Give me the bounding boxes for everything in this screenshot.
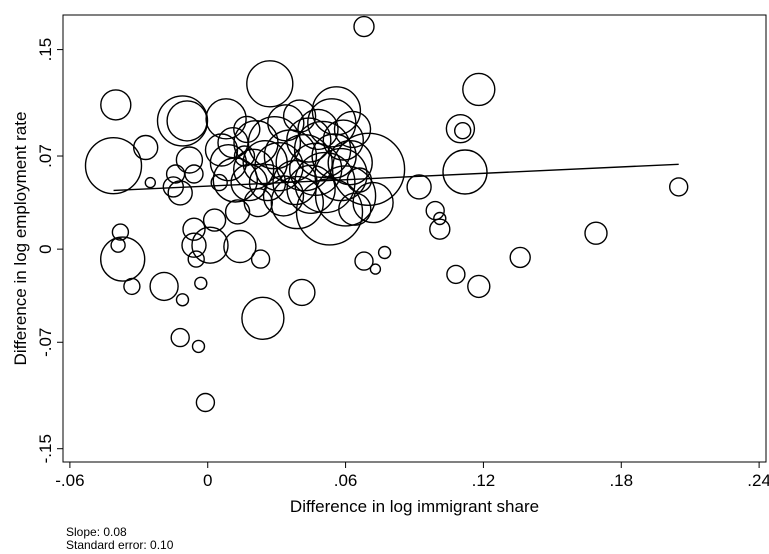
- data-point-28: [205, 98, 247, 140]
- y-tick-label-1: -.07: [36, 328, 55, 357]
- data-point-77: [377, 245, 392, 260]
- data-point-10: [165, 164, 186, 184]
- data-point-0: [84, 136, 143, 195]
- data-point-13: [170, 327, 190, 348]
- data-point-51: [270, 175, 324, 230]
- standard-error-note: Standard error: 0.10: [66, 538, 174, 552]
- x-axis-label: Difference in log immigrant share: [290, 497, 539, 516]
- data-point-84: [454, 121, 472, 140]
- data-point-75: [352, 181, 394, 224]
- data-point-20: [187, 250, 205, 268]
- data-point-7: [144, 176, 157, 189]
- y-tick-label-4: .15: [36, 38, 55, 62]
- data-point-61: [295, 178, 364, 246]
- data-point-52: [282, 99, 317, 133]
- data-point-73: [354, 251, 374, 271]
- data-point-1: [100, 89, 132, 121]
- data-point-85: [442, 149, 488, 195]
- data-point-23: [195, 392, 216, 413]
- data-point-30: [217, 126, 249, 159]
- data-point-58: [297, 108, 339, 151]
- data-point-87: [462, 72, 496, 107]
- data-point-16: [175, 146, 204, 174]
- data-point-67: [314, 165, 377, 227]
- y-tick-label-2: 0: [36, 244, 55, 253]
- data-point-74: [331, 132, 406, 207]
- data-point-86: [467, 274, 491, 299]
- data-point-78: [406, 174, 432, 200]
- data-point-44: [246, 60, 294, 108]
- data-point-45: [247, 115, 302, 170]
- data-point-62: [307, 98, 357, 148]
- y-tick-label-3: .07: [36, 144, 55, 168]
- data-point-69: [333, 110, 372, 149]
- data-point-88: [509, 246, 531, 269]
- data-point-53: [288, 278, 316, 307]
- x-tick-label-2: .06: [334, 471, 358, 490]
- data-point-12: [175, 293, 190, 307]
- data-point-41: [241, 296, 285, 340]
- data-point-39: [243, 187, 273, 218]
- data-point-80: [433, 211, 447, 226]
- data-point-68: [327, 139, 373, 186]
- x-tick-label-5: .24: [747, 471, 769, 490]
- x-tick-label-0: -.06: [55, 471, 84, 490]
- fit-line: [113, 163, 679, 192]
- data-point-34: [233, 145, 256, 167]
- slope-note: Slope: 0.08: [66, 525, 127, 539]
- y-axis-label: Difference in log employment rate: [11, 112, 30, 366]
- data-point-35: [233, 115, 261, 144]
- data-point-82: [446, 264, 466, 285]
- x-tick-label-3: .12: [472, 471, 496, 490]
- data-point-40: [250, 249, 271, 269]
- data-point-26: [210, 173, 228, 192]
- data-point-81: [429, 218, 451, 240]
- data-point-14: [156, 95, 209, 147]
- data-point-47: [262, 175, 305, 217]
- data-point-11: [167, 180, 193, 206]
- data-point-29: [209, 143, 248, 182]
- data-point-18: [182, 217, 206, 241]
- data-point-15: [166, 100, 208, 142]
- data-point-6: [132, 134, 159, 161]
- data-point-89: [584, 221, 608, 245]
- data-point-56: [286, 164, 336, 215]
- data-point-79: [425, 200, 445, 221]
- y-tick-label-0: -.15: [36, 434, 55, 463]
- data-point-5: [123, 277, 141, 296]
- data-point-72: [353, 15, 375, 38]
- x-tick-label-4: .18: [609, 471, 633, 490]
- data-point-2: [111, 223, 130, 241]
- data-point-76: [369, 263, 382, 275]
- data-point-66: [322, 119, 364, 161]
- data-point-4: [99, 236, 146, 282]
- data-point-25: [202, 208, 227, 232]
- data-point-24: [191, 226, 229, 264]
- data-point-32: [224, 199, 251, 225]
- data-point-19: [181, 232, 207, 258]
- data-point-8: [149, 271, 179, 302]
- data-point-64: [311, 86, 362, 136]
- data-point-33: [223, 229, 257, 264]
- data-point-83: [445, 113, 476, 144]
- data-point-17: [184, 164, 204, 184]
- plot-area-frame: [62, 14, 767, 463]
- data-point-21: [191, 339, 206, 354]
- data-point-36: [230, 163, 268, 202]
- data-point-90: [669, 177, 689, 197]
- x-tick-label-1: 0: [203, 471, 212, 490]
- data-point-22: [194, 276, 208, 290]
